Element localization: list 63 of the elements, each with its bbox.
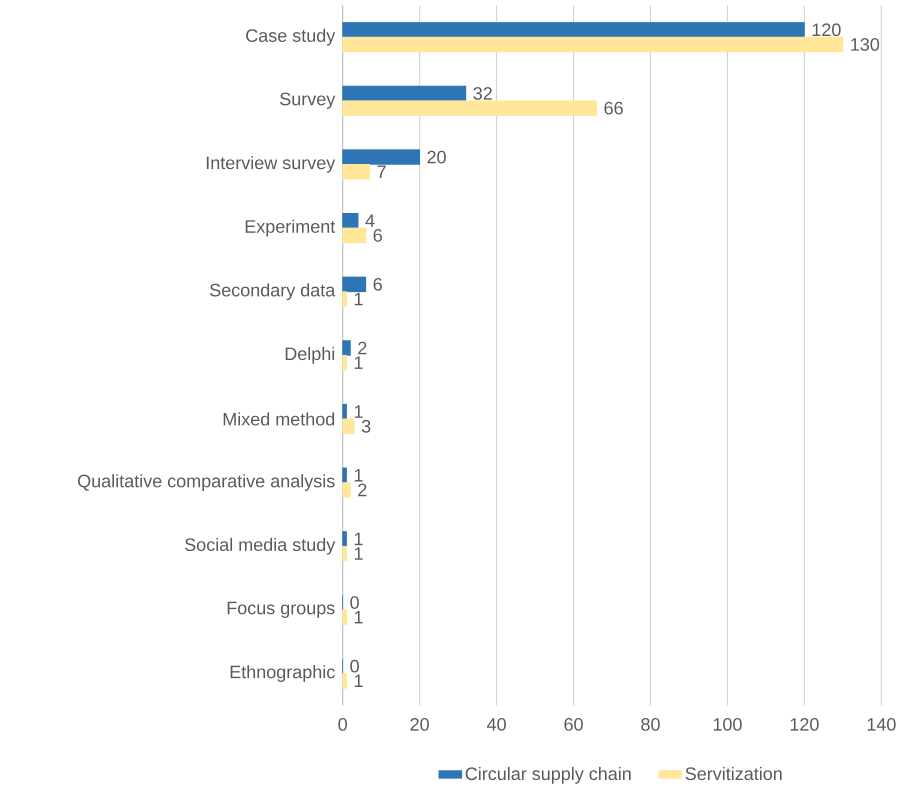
- x-tick-label: 60: [564, 718, 583, 731]
- bar: [342, 291, 347, 307]
- data-label: 1: [354, 292, 363, 306]
- data-label: 0: [350, 596, 359, 609]
- bar: [342, 673, 347, 689]
- data-label: 1: [354, 611, 363, 624]
- x-tick-label: 120: [790, 718, 819, 731]
- bar: [342, 546, 347, 562]
- data-label: 2: [358, 484, 366, 496]
- y-tick-label: Experiment: [246, 220, 336, 236]
- y-tick-label: Focus groups: [228, 602, 335, 618]
- bar: [342, 340, 351, 356]
- bar: [342, 86, 466, 102]
- data-label: 3: [362, 420, 370, 433]
- data-label: 1: [354, 356, 363, 369]
- y-tick-label: Survey: [280, 92, 336, 109]
- bar: [342, 418, 355, 434]
- bar: [342, 212, 358, 228]
- x-tick-label: 0: [338, 718, 347, 731]
- legend-label: Circular supply chain: [466, 766, 631, 784]
- bar: [342, 228, 366, 244]
- y-tick-label: Mixed method: [224, 412, 334, 426]
- bar: [342, 531, 347, 547]
- data-label: 1: [354, 405, 363, 418]
- data-label: 2: [358, 342, 366, 354]
- data-label: 6: [374, 229, 382, 242]
- bar: [342, 100, 598, 116]
- x-tick-label: 80: [641, 718, 660, 731]
- y-tick-label: Interview survey: [206, 156, 336, 173]
- bar: [342, 276, 366, 292]
- x-tick-label: 40: [486, 718, 506, 731]
- data-label: 1: [354, 532, 363, 546]
- bar: [342, 164, 370, 180]
- bar: [342, 149, 420, 165]
- bar: [342, 482, 351, 498]
- data-label: 6: [374, 278, 382, 291]
- x-tick-label: 100: [714, 718, 742, 731]
- bar: [342, 609, 347, 625]
- bar: [342, 22, 805, 38]
- data-label: 20: [427, 150, 446, 164]
- data-label: 120: [812, 23, 841, 36]
- data-label: 4: [365, 214, 374, 227]
- y-tick-label: Qualitative comparative analysis: [78, 474, 335, 491]
- data-label: 7: [377, 166, 386, 178]
- legend-label: Servitization: [686, 766, 782, 780]
- y-tick-label: Ethnographic: [230, 665, 335, 682]
- x-tick-label: 20: [410, 718, 429, 731]
- data-label: 1: [354, 469, 363, 482]
- y-tick-label: Delphi: [286, 346, 334, 364]
- data-label: 130: [851, 38, 880, 51]
- data-label: 1: [354, 674, 363, 688]
- bar: [342, 354, 347, 370]
- data-label: 32: [473, 87, 492, 100]
- y-tick-label: Case study: [246, 28, 336, 46]
- data-label: 66: [604, 102, 623, 114]
- bar: [342, 468, 347, 483]
- y-tick-label: Secondary data: [210, 283, 336, 300]
- data-label: 1: [354, 547, 363, 560]
- x-tick-label: 140: [868, 718, 896, 731]
- bar: [342, 36, 844, 52]
- bar: [342, 404, 347, 420]
- data-label: 0: [350, 660, 359, 673]
- y-tick-label: Social media study: [185, 538, 336, 555]
